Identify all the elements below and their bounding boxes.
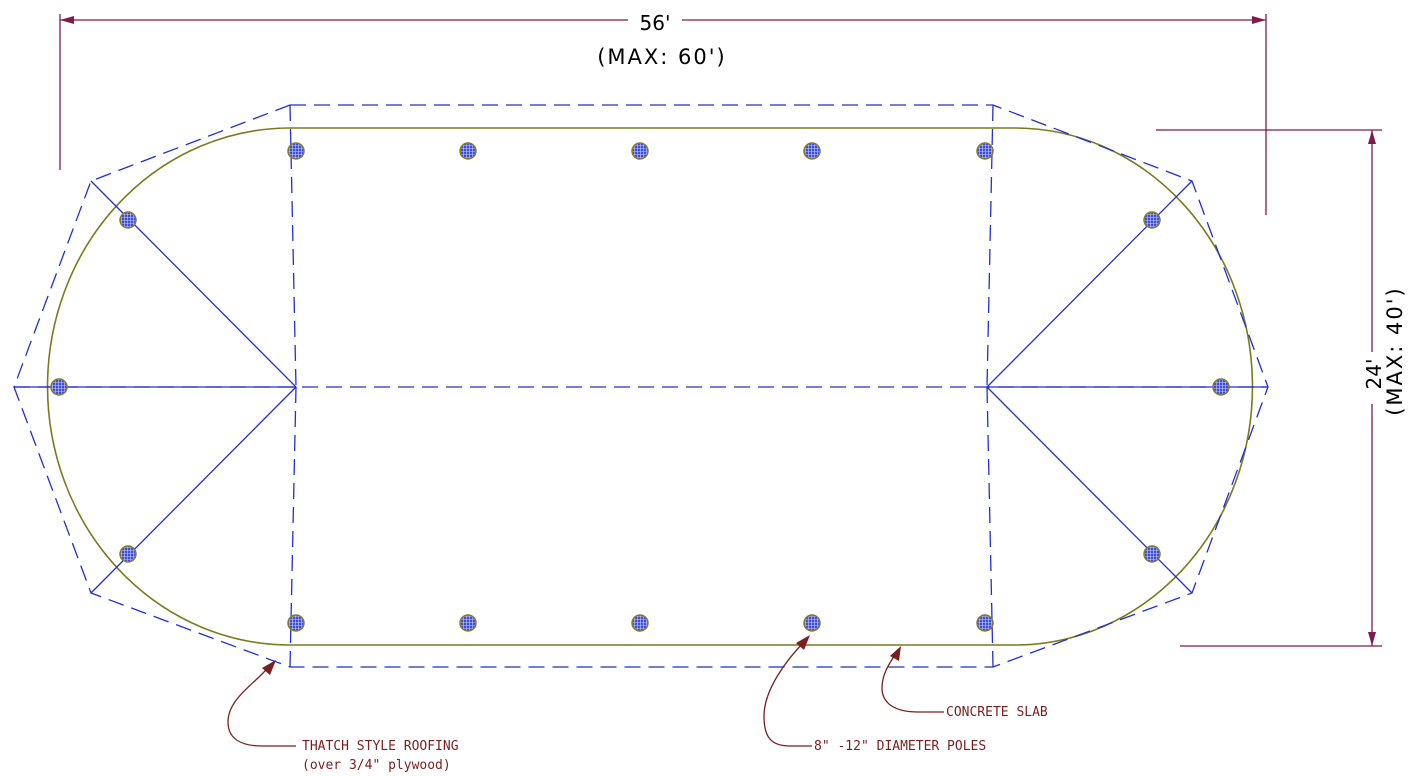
roofing-leader [227, 663, 296, 747]
pole [119, 545, 137, 563]
roofing-note-line2: (over 3/4" plywood) [302, 758, 451, 773]
width-label: 56' [640, 11, 671, 35]
pole [459, 614, 477, 632]
height-max-label: (MAX: 40') [1383, 286, 1407, 416]
pole [50, 378, 68, 396]
poles-leader [763, 639, 812, 747]
height-label-mask [1364, 352, 1382, 404]
roofing-arrowhead [262, 660, 276, 675]
slab-leader [881, 649, 944, 713]
pole [631, 614, 649, 632]
leader-arrows [262, 635, 901, 675]
hip-rafter-left-lower [90, 386, 297, 594]
pole [119, 211, 137, 229]
pole [803, 614, 821, 632]
width-max-label: (MAX: 60') [597, 45, 727, 69]
poles-note: 8" -12" DIAMETER POLES [814, 739, 986, 754]
poles [50, 142, 1230, 632]
roof-perimeter [13, 104, 1269, 668]
height-arrow-top [1368, 130, 1376, 144]
pole [1212, 378, 1230, 396]
hip-rafter-right-upper [986, 180, 1193, 388]
height-dimension [1156, 129, 1382, 647]
pole [976, 614, 994, 632]
width-arrow-right [1252, 16, 1266, 24]
pole [459, 142, 477, 160]
pole [287, 614, 305, 632]
roofing-note-line1: THATCH STYLE ROOFING [302, 739, 459, 754]
roof-outline [13, 104, 1269, 668]
poles-arrowhead [796, 635, 810, 650]
pole [1143, 545, 1161, 563]
leaders [227, 639, 944, 747]
width-dimension [59, 14, 1267, 215]
pole [976, 142, 994, 160]
height-arrow-bottom [1368, 632, 1376, 646]
slab-arrowhead [890, 646, 901, 661]
pole [1143, 211, 1161, 229]
concrete-slab-outline [46, 127, 1254, 646]
width-arrow-left [60, 16, 74, 24]
pole [803, 142, 821, 160]
hip-rafter-left-upper [90, 180, 297, 388]
hip-rafter-right-lower [986, 386, 1193, 594]
pole [631, 142, 649, 160]
pole [287, 142, 305, 160]
height-label: 24' [1362, 359, 1386, 390]
slab-note: CONCRETE SLAB [946, 705, 1048, 720]
